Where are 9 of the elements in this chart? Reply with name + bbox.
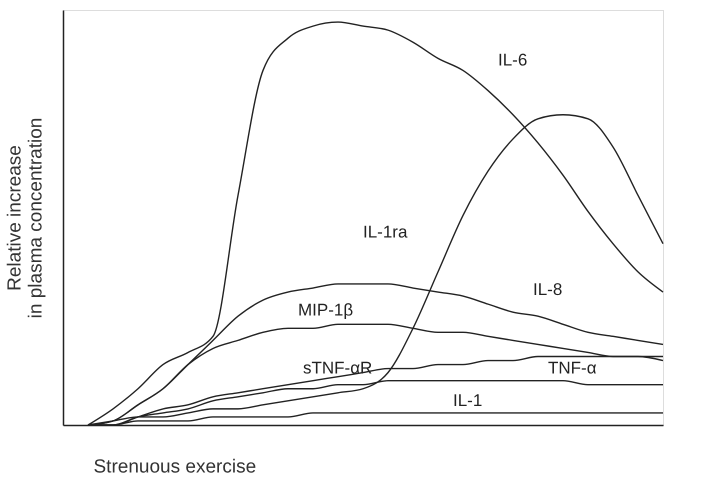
series-label: sTNF-αR <box>303 358 372 378</box>
text: IL-1ra <box>363 222 408 242</box>
y-axis-title: Relative increase in plasma concentration <box>4 118 46 318</box>
series-label: IL-8 <box>533 280 562 300</box>
series-label: IL-1 <box>453 390 482 410</box>
series-label: MIP-1β <box>298 300 354 320</box>
series-label: TNF-α <box>548 358 597 378</box>
x-axis-title: Strenuous exercise <box>94 456 256 478</box>
series-label: IL-6 <box>498 50 528 70</box>
